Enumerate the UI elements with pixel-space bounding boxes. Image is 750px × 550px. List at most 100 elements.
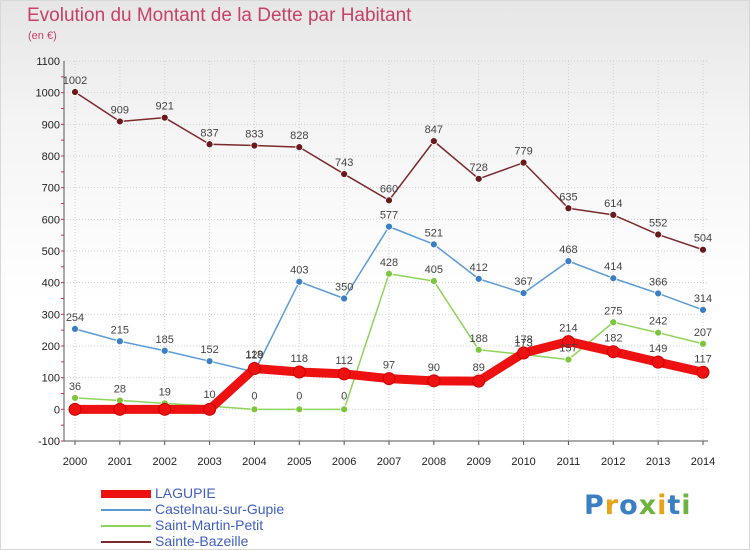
data-label: 635 [559, 191, 577, 203]
data-point [429, 240, 438, 249]
data-point [295, 405, 304, 414]
data-label: 577 [380, 210, 398, 222]
data-point [474, 274, 483, 283]
data-label: 847 [425, 124, 443, 136]
legend-swatch [101, 525, 151, 527]
y-tick-label: -100 [38, 436, 60, 448]
data-point [203, 402, 217, 416]
x-tick-label: 2000 [63, 456, 87, 468]
data-point [699, 245, 707, 254]
data-point [699, 305, 707, 314]
data-point [474, 174, 483, 183]
legend-label: Sainte-Bazeille [155, 533, 249, 549]
data-point [654, 289, 663, 298]
data-point [250, 141, 259, 150]
data-label: 117 [694, 353, 712, 365]
data-label: 405 [425, 264, 443, 276]
data-label: 157 [559, 343, 577, 355]
data-point [385, 222, 393, 231]
data-point [517, 346, 531, 360]
legend-swatch [101, 541, 151, 543]
logo-letter: o [619, 490, 639, 521]
data-point [696, 365, 710, 379]
data-point [609, 274, 618, 283]
data-point [651, 355, 665, 369]
data-point [427, 374, 441, 388]
x-tick-label: 2004 [242, 456, 266, 468]
x-tick-label: 2013 [646, 456, 670, 468]
data-point [606, 345, 620, 359]
data-point [115, 337, 124, 346]
data-label: 468 [559, 244, 577, 256]
data-point [113, 402, 127, 416]
legend-label: LAGUPIE [155, 485, 216, 501]
data-label: 414 [604, 261, 622, 273]
data-label: 521 [425, 227, 443, 239]
legend-label: Saint-Martin-Petit [155, 517, 264, 533]
data-label: 366 [649, 276, 667, 288]
data-label: 214 [559, 323, 577, 335]
data-point [564, 204, 573, 213]
data-point [71, 324, 79, 333]
logo-letter: i [681, 490, 692, 521]
x-tick-label: 2006 [332, 456, 356, 468]
data-point [561, 335, 575, 349]
data-label: 207 [694, 327, 712, 339]
data-point [474, 345, 483, 354]
data-point [160, 346, 169, 355]
data-label: 504 [694, 233, 712, 245]
data-point [699, 339, 707, 348]
x-tick-label: 2012 [601, 456, 625, 468]
x-tick-label: 2009 [466, 456, 490, 468]
data-point [295, 277, 304, 286]
legend-swatch [101, 509, 151, 511]
data-label: 314 [694, 293, 712, 305]
data-label: 112 [335, 355, 353, 367]
data-label: 97 [383, 360, 395, 372]
series-layer [68, 88, 710, 416]
data-point [71, 394, 79, 402]
x-tick-label: 2007 [377, 456, 401, 468]
data-label: 833 [245, 129, 263, 141]
y-tick-label: 600 [42, 214, 60, 226]
data-label: 242 [649, 316, 667, 328]
data-point [385, 269, 393, 278]
axes: -100010020030040050060070080090010001100… [36, 56, 716, 468]
data-point [564, 257, 573, 266]
data-point [205, 140, 214, 149]
data-point [472, 374, 486, 388]
x-tick-label: 2003 [197, 456, 221, 468]
logo-letter: r [604, 490, 620, 521]
data-point [71, 88, 79, 96]
x-tick-label: 2010 [511, 456, 535, 468]
proxiti-logo: Proxiti [584, 490, 692, 521]
data-label: 837 [200, 127, 218, 139]
data-label: 0 [341, 390, 347, 402]
data-label: 118 [246, 349, 264, 361]
y-tick-label: 800 [42, 151, 60, 163]
data-label: 0 [251, 390, 257, 402]
data-label: 36 [69, 381, 81, 393]
data-label: 129 [245, 349, 263, 361]
y-tick-label: 900 [42, 119, 60, 131]
data-point [115, 117, 124, 126]
data-label: 152 [200, 344, 218, 356]
data-point [158, 402, 172, 416]
logo-letter: P [584, 490, 605, 521]
chart-title: Evolution du Montant de la Dette par Hab… [27, 5, 412, 26]
data-label: 10 [203, 389, 215, 401]
data-point [654, 230, 663, 239]
y-tick-label: 500 [42, 246, 60, 258]
data-point [519, 289, 528, 298]
data-point [429, 277, 438, 285]
data-point [247, 361, 261, 375]
data-label: 350 [335, 282, 353, 294]
data-label: 185 [156, 334, 174, 346]
data-point [340, 405, 349, 414]
data-label: 90 [428, 362, 440, 374]
data-label: 215 [111, 324, 129, 336]
legend-swatch [101, 490, 151, 498]
data-point [340, 170, 349, 178]
data-label: 909 [111, 104, 129, 116]
